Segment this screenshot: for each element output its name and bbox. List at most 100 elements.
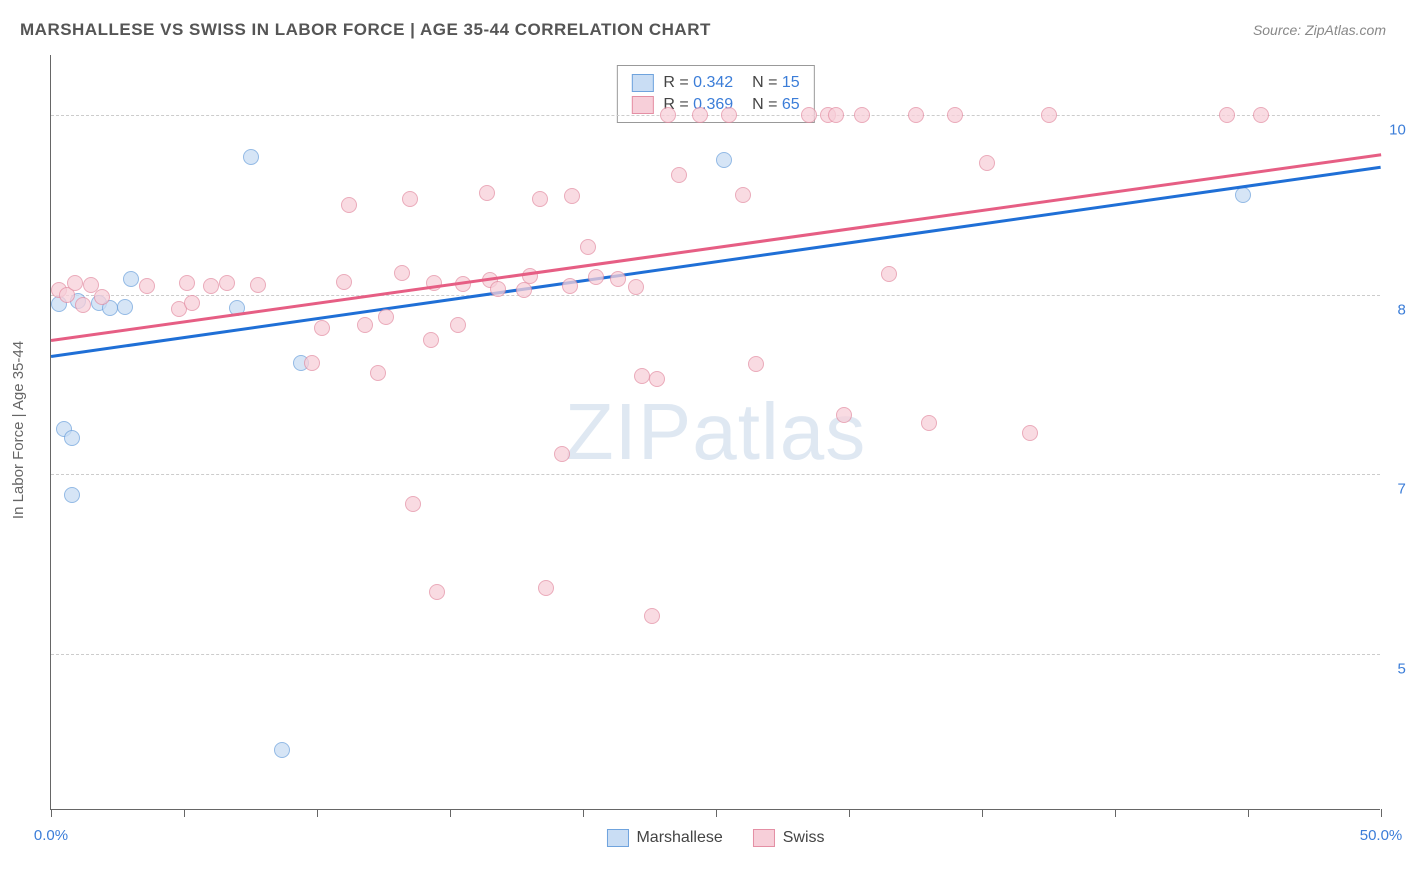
legend-swatch — [606, 829, 628, 847]
scatter-point — [634, 368, 650, 384]
scatter-point — [304, 355, 320, 371]
scatter-point — [580, 239, 596, 255]
scatter-point — [64, 430, 80, 446]
scatter-point — [405, 496, 421, 512]
scatter-point — [692, 107, 708, 123]
scatter-point — [75, 297, 91, 313]
y-tick-label: 70.0% — [1385, 481, 1406, 498]
legend-item: Swiss — [753, 829, 825, 847]
gridline — [51, 654, 1380, 655]
legend-label: Swiss — [783, 829, 825, 847]
scatter-point — [378, 309, 394, 325]
scatter-point — [1022, 425, 1038, 441]
scatter-point — [179, 275, 195, 291]
scatter-point — [490, 281, 506, 297]
scatter-point — [370, 365, 386, 381]
x-tick — [1248, 809, 1249, 817]
scatter-point — [274, 742, 290, 758]
scatter-point — [336, 274, 352, 290]
legend-swatch — [753, 829, 775, 847]
scatter-point — [450, 317, 466, 333]
y-tick-label: 85.0% — [1385, 301, 1406, 318]
scatter-point — [801, 107, 817, 123]
scatter-point — [357, 317, 373, 333]
x-tick-label: 0.0% — [34, 827, 68, 844]
scatter-point — [748, 356, 764, 372]
scatter-point — [94, 289, 110, 305]
scatter-point — [979, 155, 995, 171]
chart-title: MARSHALLESE VS SWISS IN LABOR FORCE | AG… — [20, 20, 711, 40]
scatter-point — [67, 275, 83, 291]
gridline — [51, 295, 1380, 296]
scatter-point — [139, 278, 155, 294]
source-label: Source: ZipAtlas.com — [1253, 22, 1386, 38]
scatter-point — [660, 107, 676, 123]
x-tick — [1115, 809, 1116, 817]
scatter-point — [117, 299, 133, 315]
scatter-point — [828, 107, 844, 123]
legend-r-label: R = 0.342 — [663, 74, 733, 92]
scatter-point — [649, 371, 665, 387]
scatter-point — [341, 197, 357, 213]
scatter-point — [402, 191, 418, 207]
scatter-point — [1253, 107, 1269, 123]
scatter-point — [203, 278, 219, 294]
trend-line — [51, 153, 1381, 341]
scatter-point — [538, 580, 554, 596]
scatter-point — [64, 487, 80, 503]
watermark: ZIPatlas — [565, 386, 866, 478]
x-tick — [982, 809, 983, 817]
x-tick — [184, 809, 185, 817]
legend-swatch — [631, 96, 653, 114]
scatter-point — [921, 415, 937, 431]
scatter-point — [908, 107, 924, 123]
plot-area: ZIPatlas R = 0.342 N = 15R = 0.369 N = 6… — [50, 55, 1380, 810]
trend-line — [51, 165, 1381, 357]
x-tick-label: 50.0% — [1360, 827, 1403, 844]
legend-item: Marshallese — [606, 829, 722, 847]
scatter-point — [554, 446, 570, 462]
legend-label: Marshallese — [636, 829, 722, 847]
x-tick — [51, 809, 52, 817]
legend-swatch — [631, 74, 653, 92]
x-tick — [450, 809, 451, 817]
scatter-point — [836, 407, 852, 423]
legend-n-label: N = 15 — [743, 74, 799, 92]
scatter-point — [564, 188, 580, 204]
scatter-point — [881, 266, 897, 282]
scatter-point — [532, 191, 548, 207]
scatter-point — [423, 332, 439, 348]
scatter-point — [314, 320, 330, 336]
scatter-point — [716, 152, 732, 168]
scatter-point — [644, 608, 660, 624]
scatter-point — [628, 279, 644, 295]
legend-n-label: N = 65 — [743, 96, 799, 114]
y-tick-label: 100.0% — [1385, 121, 1406, 138]
y-axis-title: In Labor Force | Age 35-44 — [10, 341, 27, 519]
watermark-light: atlas — [692, 387, 866, 476]
x-tick — [317, 809, 318, 817]
title-bar: MARSHALLESE VS SWISS IN LABOR FORCE | AG… — [20, 20, 1386, 40]
scatter-point — [1235, 187, 1251, 203]
scatter-point — [394, 265, 410, 281]
scatter-point — [1219, 107, 1235, 123]
scatter-point — [947, 107, 963, 123]
scatter-point — [522, 268, 538, 284]
scatter-point — [1041, 107, 1057, 123]
scatter-point — [123, 271, 139, 287]
scatter-point — [735, 187, 751, 203]
scatter-point — [721, 107, 737, 123]
y-tick-label: 55.0% — [1385, 661, 1406, 678]
legend-row: R = 0.369 N = 65 — [631, 94, 799, 116]
scatter-point — [671, 167, 687, 183]
scatter-point — [219, 275, 235, 291]
legend-row: R = 0.342 N = 15 — [631, 72, 799, 94]
scatter-point — [184, 295, 200, 311]
scatter-point — [562, 278, 578, 294]
scatter-point — [588, 269, 604, 285]
scatter-point — [429, 584, 445, 600]
gridline — [51, 474, 1380, 475]
scatter-point — [243, 149, 259, 165]
x-tick — [716, 809, 717, 817]
scatter-point — [610, 271, 626, 287]
